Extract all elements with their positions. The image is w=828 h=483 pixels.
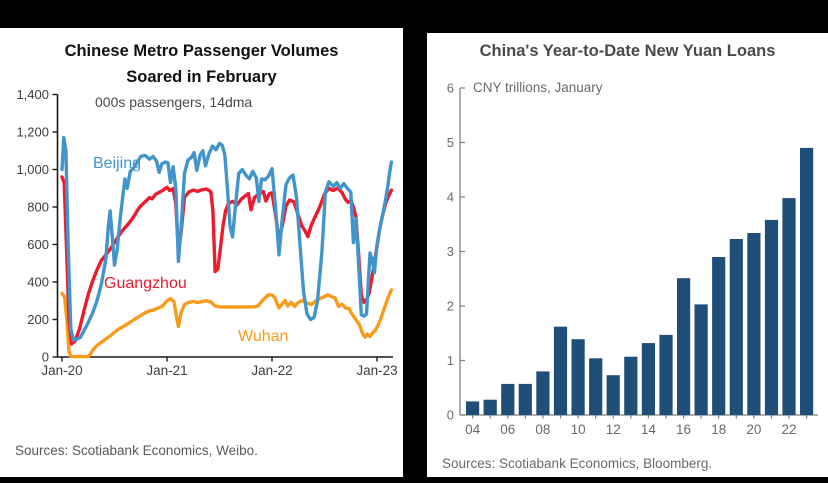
svg-text:16: 16 — [676, 422, 691, 437]
svg-text:800: 800 — [27, 200, 49, 215]
svg-text:3: 3 — [447, 244, 454, 259]
svg-text:12: 12 — [606, 422, 621, 437]
svg-text:Jan-22: Jan-22 — [251, 363, 292, 378]
svg-text:6: 6 — [447, 81, 454, 96]
loans-chart-panel: China's Year-to-Date New Yuan Loans 6 5 4 3… — [427, 33, 828, 477]
svg-text:4: 4 — [447, 190, 454, 205]
svg-text:14: 14 — [641, 422, 657, 437]
svg-text:06: 06 — [500, 422, 515, 437]
metro-chart-sources: Sources: Scotiabank Economics, Weibo. — [15, 443, 258, 458]
metro-chart-title-line2: Soared in February — [126, 68, 277, 86]
svg-text:1: 1 — [447, 353, 454, 368]
svg-text:08: 08 — [535, 422, 550, 437]
svg-text:Jan-20: Jan-20 — [41, 363, 82, 378]
metro-chart-title: Chinese Metro Passenger Volumes Soared i… — [0, 38, 403, 90]
svg-text:0: 0 — [447, 408, 454, 423]
svg-text:2: 2 — [447, 299, 454, 314]
loans-chart-sources: Sources: Scotiabank Economics, Bloomberg… — [442, 456, 713, 471]
metro-chart-title-line1: Chinese Metro Passenger Volumes — [64, 42, 339, 60]
svg-text:0: 0 — [42, 350, 49, 365]
series-label-wuhan: Wuhan — [238, 328, 289, 345]
series-label-guangzhou: Guangzhou — [104, 275, 187, 292]
svg-text:400: 400 — [27, 275, 49, 290]
svg-text:1,400: 1,400 — [16, 87, 49, 102]
svg-text:600: 600 — [27, 237, 49, 252]
loans-chart-subtitle: CNY trillions, January — [473, 80, 603, 95]
svg-text:20: 20 — [746, 422, 761, 437]
svg-text:1,200: 1,200 — [16, 125, 49, 140]
series-label-beijing: Beijing — [93, 155, 142, 172]
svg-text:Jan-23: Jan-23 — [356, 363, 397, 378]
svg-text:18: 18 — [711, 422, 726, 437]
metro-chart-panel: Chinese Metro Passenger Volumes Soared i… — [0, 28, 403, 477]
svg-text:Jan-21: Jan-21 — [146, 363, 187, 378]
svg-text:22: 22 — [782, 422, 797, 437]
svg-text:5: 5 — [447, 135, 454, 150]
svg-text:200: 200 — [27, 312, 49, 327]
metro-chart-subtitle: 000s passengers, 14dma — [95, 94, 253, 110]
svg-text:10: 10 — [571, 422, 586, 437]
svg-text:04: 04 — [465, 422, 481, 437]
loans-chart-title: China's Year-to-Date New Yuan Loans — [479, 42, 776, 60]
svg-text:1,000: 1,000 — [16, 162, 49, 177]
